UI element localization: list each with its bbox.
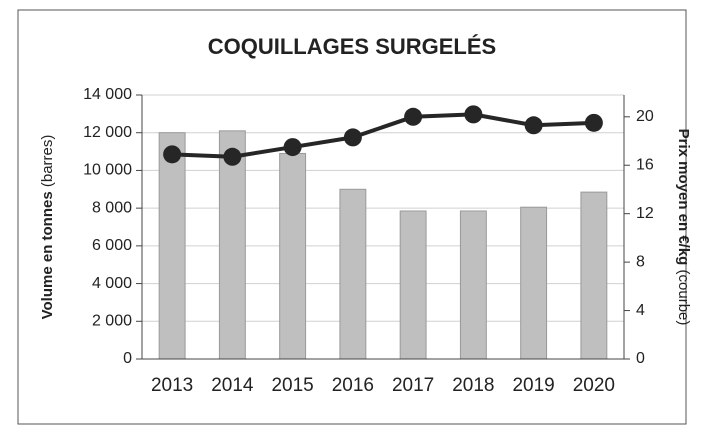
y-axis-label-main: Volume en tonnes [39,191,56,319]
x-tick-label: 2013 [151,375,193,396]
y2-tick-label: 12 [636,205,654,222]
y2-axis-label-note: (courbe) [675,270,692,326]
x-tick-label: 2020 [573,375,615,396]
y2-axis-label-main: Prix moyen en €/kg [675,129,692,266]
line-marker [464,105,483,124]
line-marker [404,107,423,126]
y-axis-label: Volume en tonnes (barres) [39,135,56,320]
line-marker [524,116,543,135]
y-tick-label: 6 000 [92,237,132,254]
bar [158,132,186,360]
y2-tick-label: 8 [636,253,645,270]
x-tick-label: 2016 [332,375,374,396]
y2-tick-label: 4 [636,302,645,319]
line-marker [283,138,302,157]
bar [399,210,427,360]
line [172,112,594,159]
y-tick-label: 10 000 [83,162,132,179]
x-tick-label: 2015 [271,375,313,396]
line-marker [584,113,603,132]
y2-tick-label: 16 [636,156,654,173]
bar [339,188,367,360]
line-marker [163,145,182,164]
bar [459,210,487,360]
y-tick-label: 12 000 [83,124,132,141]
bar [279,152,307,360]
y-tick-label: 14 000 [83,86,132,103]
y-axis-label-note: (barres) [39,135,56,188]
line-marker [343,128,362,147]
y2-tick-label: 20 [636,108,654,125]
x-tick-label: 2018 [452,375,494,396]
y-tick-label: 0 [123,350,132,367]
x-tick-label: 2019 [512,375,554,396]
y2-tick-label: 0 [636,350,645,367]
line-marker [223,147,242,166]
x-tick-label: 2017 [392,375,434,396]
chart-title: COQUILLAGES SURGELÉS [208,34,496,59]
y-tick-label: 8 000 [92,199,132,216]
bar [520,206,548,360]
bar [580,191,608,360]
y-tick-label: 4 000 [92,275,132,292]
y-tick-label: 2 000 [92,313,132,330]
x-tick-label: 2014 [211,375,254,396]
y2-axis-label: Prix moyen en €/kg (courbe) [675,129,692,326]
